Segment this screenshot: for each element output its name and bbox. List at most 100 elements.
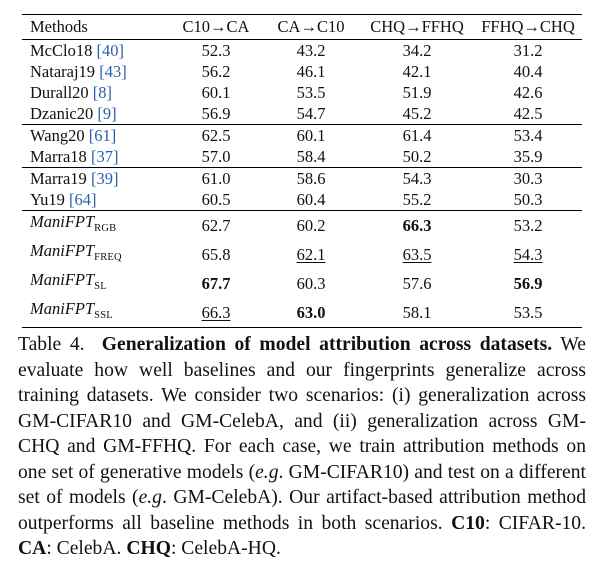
value-cell-best: 67.7 xyxy=(201,273,231,293)
value-cell: 53.2 xyxy=(474,210,582,240)
value-cell: 58.6 xyxy=(262,167,360,189)
citation-number: 43 xyxy=(104,62,122,81)
value-cell: 43.2 xyxy=(296,41,326,60)
value-cell-second: 66.3 xyxy=(170,298,262,328)
value-cell: 35.9 xyxy=(513,147,543,166)
method-name: Dzanic20 xyxy=(30,104,94,123)
value-cell: 60.5 xyxy=(201,190,231,209)
value-cell: 46.1 xyxy=(296,62,326,81)
method-cell: Dzanic20 [9] xyxy=(22,103,170,125)
results-table: Methods C10→CA CA→C10 CHQ→FFHQ FFHQ→CHQ … xyxy=(22,14,582,328)
caption-abbr-value: : CIFAR-10. xyxy=(484,512,586,534)
value-cell-best: 63.0 xyxy=(262,298,360,328)
method-cell: Wang20 [61] xyxy=(22,124,170,146)
method-name: McClo18 xyxy=(30,41,93,60)
value-cell: 30.3 xyxy=(474,167,582,189)
value-cell: 56.2 xyxy=(201,62,231,81)
value-cell: 42.1 xyxy=(402,62,432,81)
value-cell: 60.4 xyxy=(296,190,326,209)
caption-abbr-value: : CelebA-HQ. xyxy=(170,538,281,559)
value-cell: 65.8 xyxy=(201,244,231,264)
value-cell: 61.4 xyxy=(360,124,474,146)
citation-number: 64 xyxy=(74,190,91,209)
value-cell: 52.3 xyxy=(201,41,231,60)
citation-link[interactable]: [40] xyxy=(96,41,124,60)
table-row: ManiFPTSL 67.7 60.3 57.6 56.9 xyxy=(22,269,582,298)
caption-text: . GM-CelebA). Our artifact-based attribu… xyxy=(18,487,586,534)
citation-link[interactable]: [61] xyxy=(88,126,117,145)
citation-link[interactable]: [37] xyxy=(90,147,119,166)
citation-number: 9 xyxy=(102,104,112,123)
header-methods: Methods xyxy=(22,14,170,40)
method-cell: Marra18 [37] xyxy=(22,146,170,168)
table-row: ManiFPTRGB 62.7 60.2 66.3 53.2 xyxy=(22,210,582,240)
header-chq-ffhq: CHQ→FFHQ xyxy=(360,14,474,40)
citation-link[interactable]: [9] xyxy=(97,104,117,123)
method-cell: ManiFPTSL xyxy=(22,269,170,298)
method-cell: McClo18 [40] xyxy=(22,40,170,62)
value-cell: 62.5 xyxy=(170,124,262,146)
value-cell: 45.2 xyxy=(402,104,432,123)
header-ffhq-chq: FFHQ→CHQ xyxy=(474,14,582,40)
results-table-container: Methods C10→CA CA→C10 CHQ→FFHQ FFHQ→CHQ … xyxy=(22,14,582,328)
value-cell: 54.3 xyxy=(360,167,474,189)
table-row: Durall20 [8] 60.1 53.5 51.9 42.6 xyxy=(22,82,582,103)
citation-link[interactable]: [43] xyxy=(99,62,127,81)
caption-abbr-key: CA xyxy=(18,538,47,559)
value-cell: 57.6 xyxy=(402,273,432,293)
value-cell: 42.6 xyxy=(513,83,543,102)
value-cell: 60.1 xyxy=(201,83,231,102)
value-cell: 54.7 xyxy=(296,104,326,123)
table-row: ManiFPTSSL 66.3 63.0 58.1 53.5 xyxy=(22,298,582,328)
value-cell: 53.4 xyxy=(474,124,582,146)
value-cell-second: 62.1 xyxy=(296,244,326,264)
value-cell: 34.2 xyxy=(402,41,432,60)
value-cell-best: 56.9 xyxy=(513,273,543,293)
citation-link[interactable]: [39] xyxy=(90,169,119,188)
table-row: Dzanic20 [9] 56.9 54.7 45.2 42.5 xyxy=(22,103,582,125)
method-name: Nataraj19 xyxy=(30,62,96,81)
method-subscript: FREQ xyxy=(94,252,122,263)
table-row: Wang20 [61] 62.5 60.1 61.4 53.4 xyxy=(22,124,582,146)
table-row: Nataraj19 [43] 56.2 46.1 42.1 40.4 xyxy=(22,61,582,82)
value-cell: 50.3 xyxy=(513,190,543,209)
table-row: ManiFPTFREQ 65.8 62.1 63.5 54.3 xyxy=(22,240,582,269)
citation-link[interactable]: [64] xyxy=(68,190,97,209)
value-cell: 60.3 xyxy=(296,273,326,293)
method-subscript: RGB xyxy=(94,223,117,234)
table-row: Marra19 [39] 61.0 58.6 54.3 30.3 xyxy=(22,167,582,189)
value-cell: 42.5 xyxy=(513,104,543,123)
citation-link[interactable]: [8] xyxy=(92,83,113,102)
table-row: McClo18 [40] 52.3 43.2 34.2 31.2 xyxy=(22,40,582,62)
method-name: Wang20 xyxy=(30,126,85,145)
caption-eg: e.g xyxy=(138,487,162,508)
caption-eg: e.g xyxy=(255,461,279,483)
citation-number: 61 xyxy=(94,126,111,145)
caption-title: Generalization of model attribution acro… xyxy=(101,334,553,355)
table-row: Yu19 [64] 60.5 60.4 55.2 50.3 xyxy=(22,189,582,211)
value-cell: 56.9 xyxy=(201,104,231,123)
value-cell: 62.7 xyxy=(170,210,262,240)
citation-number: 8 xyxy=(98,83,107,102)
table-caption: Table 4. Generalization of model attribu… xyxy=(18,332,586,562)
method-cell: ManiFPTRGB xyxy=(22,210,170,240)
header-row: Methods C10→CA CA→C10 CHQ→FFHQ FFHQ→CHQ xyxy=(22,14,582,40)
method-cell: Yu19 [64] xyxy=(22,189,170,211)
value-cell: 53.5 xyxy=(296,83,326,102)
caption-text: . GM-CIFAR10) and test on a different se… xyxy=(18,461,586,509)
method-name: Yu19 xyxy=(30,190,65,209)
method-name: ManiFPT xyxy=(30,212,95,231)
method-name: ManiFPT xyxy=(30,299,95,318)
caption-text: We evaluate how well baselines and our f… xyxy=(18,334,586,483)
method-cell: Nataraj19 [43] xyxy=(22,61,170,82)
caption-abbr-key: CHQ xyxy=(126,538,171,559)
caption-abbr-key: C10 xyxy=(451,512,485,534)
citation-number: 40 xyxy=(101,41,119,60)
value-cell: 55.2 xyxy=(402,190,432,209)
citation-number: 39 xyxy=(96,169,113,188)
caption-label: Table 4. xyxy=(18,334,85,355)
method-subscript: SL xyxy=(94,281,107,292)
value-cell: 58.1 xyxy=(360,298,474,328)
value-cell-second: 54.3 xyxy=(513,244,543,264)
method-name: Durall20 xyxy=(30,83,89,102)
